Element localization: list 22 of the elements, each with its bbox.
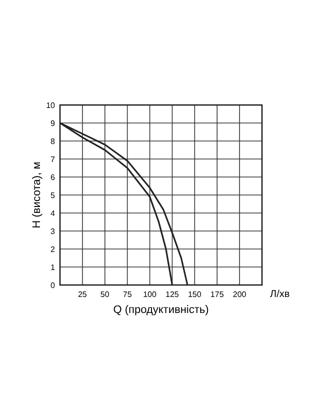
y-tick-label: 2 xyxy=(50,245,56,254)
x-tick-label: 25 xyxy=(78,290,88,299)
y-tick-label: 10 xyxy=(46,101,56,110)
y-tick-label: 8 xyxy=(50,137,56,146)
x-tick-label: 100 xyxy=(143,290,157,299)
x-tick-label: 150 xyxy=(188,290,202,299)
y-axis-title: H (висота), м xyxy=(31,162,43,228)
x-tick-label: 125 xyxy=(166,290,180,299)
y-tick-label: 7 xyxy=(50,155,56,164)
x-tick-label: 200 xyxy=(232,290,247,299)
x-tick-label: 50 xyxy=(100,290,110,299)
y-tick-label: 0 xyxy=(50,281,56,290)
x-tick-label: 175 xyxy=(210,290,224,299)
x-axis-title: Q (продуктивність) xyxy=(113,304,209,316)
y-tick-label: 1 xyxy=(50,263,56,272)
y-tick-label: 4 xyxy=(50,209,56,218)
y-tick-label: 5 xyxy=(50,191,56,200)
text: Л/хв xyxy=(270,289,290,300)
y-tick-label: 6 xyxy=(50,173,56,182)
x-tick-label: 75 xyxy=(122,290,132,299)
y-tick-label: 9 xyxy=(50,119,56,128)
y-tick-label: 3 xyxy=(50,227,56,236)
